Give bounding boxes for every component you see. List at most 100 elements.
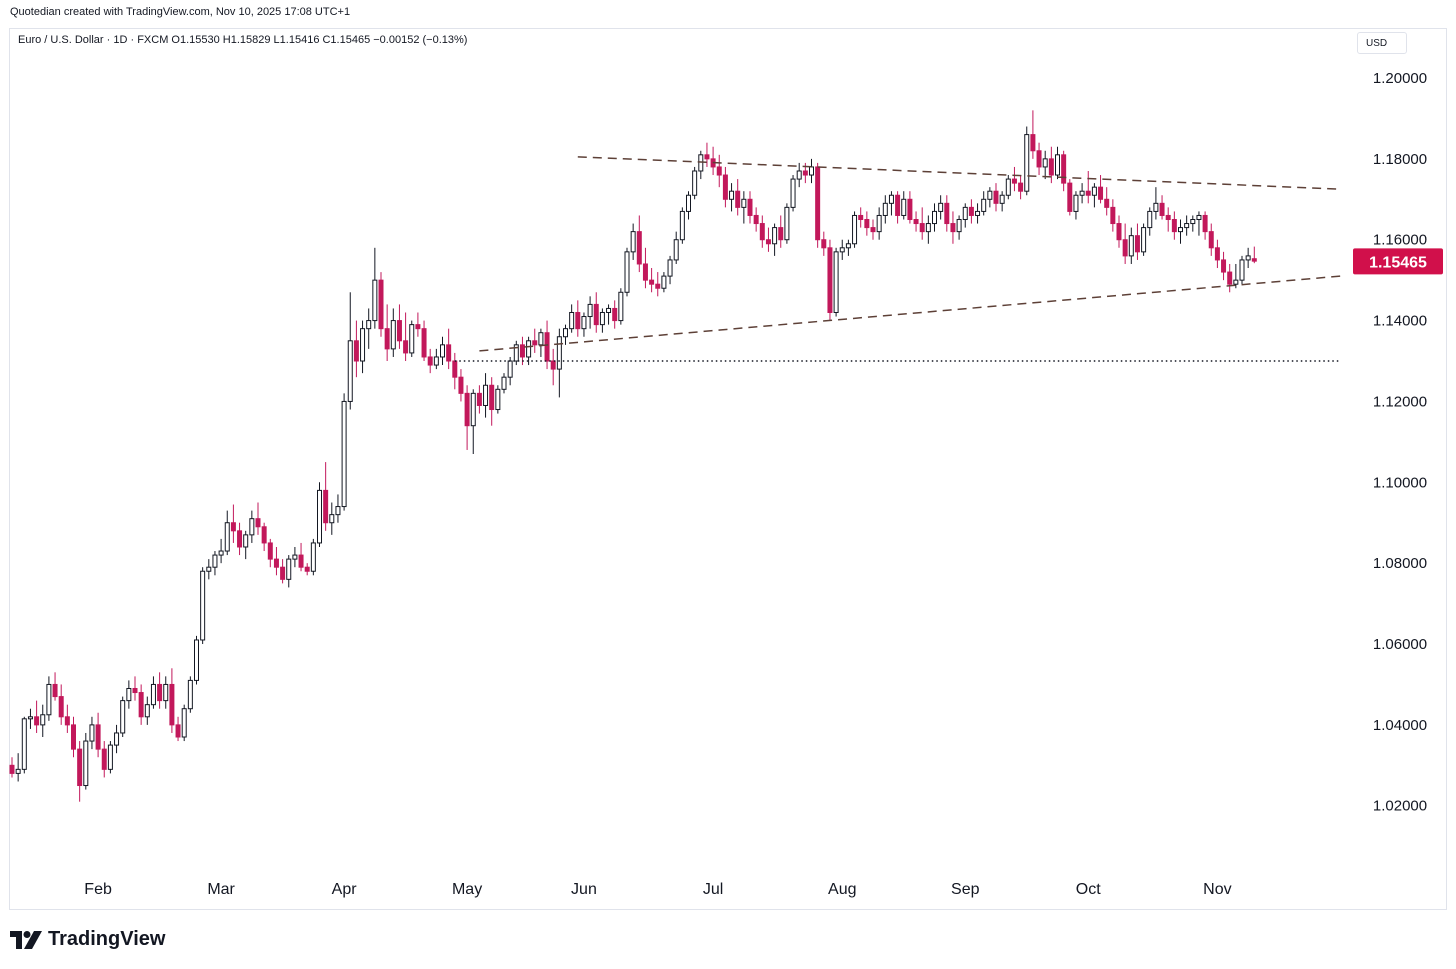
upper-resistance-line [577, 156, 1341, 190]
candle-body [138, 692, 144, 718]
y-tick-label: 1.12000 [1373, 393, 1427, 410]
candle-body [384, 328, 390, 350]
candle-body [593, 303, 599, 326]
candle-body [1110, 206, 1116, 225]
candle-body [378, 279, 384, 330]
candle-body [396, 320, 402, 342]
candle-body [1196, 214, 1202, 221]
candle-body [366, 320, 372, 330]
candle-body [1091, 186, 1097, 196]
candle-body [83, 740, 89, 787]
x-tick-label: Oct [1076, 881, 1101, 898]
candle-body [845, 243, 851, 249]
candle-body [649, 279, 655, 285]
candle-body [655, 283, 661, 289]
candle-body [876, 214, 882, 233]
candle-body [169, 683, 175, 726]
candle-body [870, 227, 876, 233]
candle-body [679, 210, 685, 241]
candle-body [230, 522, 236, 532]
candle-body [1011, 178, 1017, 184]
candle-body [476, 392, 482, 406]
candle-body [89, 724, 95, 742]
candle-body [114, 732, 120, 746]
candle-body [163, 683, 169, 702]
candle-body [778, 227, 784, 241]
candle-body [1245, 255, 1251, 261]
candle-body [1024, 134, 1030, 192]
candle-body [1067, 182, 1073, 212]
candle-body [858, 214, 864, 221]
candle-body [1128, 235, 1134, 257]
candle-body [200, 570, 206, 641]
candle-body [372, 279, 378, 322]
candle-body [206, 566, 212, 572]
candle-body [556, 336, 562, 370]
candle-body [157, 683, 163, 702]
candle-body [987, 190, 993, 200]
candle-body [563, 328, 568, 338]
x-tick-label: Apr [332, 881, 358, 898]
x-tick-label: Aug [828, 881, 856, 898]
candle-body [526, 340, 532, 358]
candle-body [975, 210, 981, 216]
candle-body [1221, 259, 1227, 273]
candle-body [46, 683, 52, 716]
candle-body [1190, 219, 1196, 225]
candle-body [839, 247, 845, 253]
candle-body [575, 311, 581, 330]
candle-body [126, 687, 132, 702]
brand: TradingView [10, 928, 165, 951]
candle-body [212, 554, 218, 568]
candle-body [507, 360, 513, 378]
created-by-label: Quotedian created with TradingView.com, … [10, 6, 351, 18]
candle-body [218, 550, 224, 556]
candle-body [329, 514, 335, 524]
x-tick-label: May [452, 881, 482, 898]
candle-body [446, 344, 452, 362]
x-tick-label: Feb [84, 881, 112, 898]
candle-body [27, 716, 33, 720]
candle-body [968, 206, 974, 216]
candle-body [95, 724, 101, 750]
candle-body [1233, 279, 1239, 285]
candle-body [1005, 178, 1011, 196]
y-tick-label: 1.18000 [1373, 151, 1427, 168]
currency-selector[interactable]: USD [1357, 32, 1407, 54]
candle-body [335, 506, 341, 516]
candle-body [1159, 202, 1165, 216]
candle-body [704, 154, 710, 160]
candle-body [1251, 258, 1257, 262]
candle-body [686, 194, 691, 212]
candle-body [735, 190, 741, 208]
candle-body [40, 714, 46, 726]
candle-body [1178, 227, 1183, 233]
candle-body [71, 724, 76, 750]
candle-body [642, 263, 648, 281]
candle-body [901, 198, 907, 216]
candle-body [52, 683, 58, 698]
candle-body [618, 291, 624, 322]
candle-body [353, 340, 359, 362]
candle-body [298, 554, 304, 568]
candle-body [919, 223, 925, 233]
candle-body [624, 251, 630, 293]
candle-body [741, 198, 747, 208]
candle-body [1116, 223, 1122, 241]
candle-body [415, 324, 421, 330]
candle-body [187, 679, 193, 710]
candle-body [815, 166, 821, 241]
chart-frame [9, 28, 1447, 910]
candle-body [1165, 214, 1171, 221]
candle-body [993, 190, 999, 204]
candle-body [1134, 235, 1140, 253]
candle-body [950, 223, 956, 233]
candle-body [1227, 271, 1233, 285]
candle-body [64, 716, 70, 726]
candle-body [932, 210, 937, 225]
y-tick-label: 1.10000 [1373, 474, 1427, 491]
candle-body [612, 307, 618, 322]
candle-body [1018, 182, 1024, 192]
candle-body [317, 489, 322, 544]
